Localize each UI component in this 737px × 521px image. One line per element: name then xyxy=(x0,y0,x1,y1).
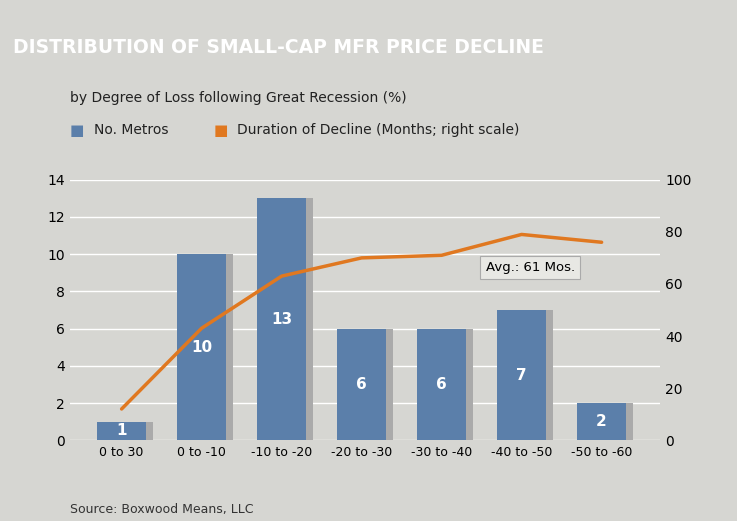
Text: Duration of Decline (Months; right scale): Duration of Decline (Months; right scale… xyxy=(237,123,520,137)
Bar xyxy=(583,403,633,440)
Bar xyxy=(256,199,307,440)
Text: Avg.: 61 Mos.: Avg.: 61 Mos. xyxy=(486,261,575,274)
Bar xyxy=(337,329,386,440)
Text: ■: ■ xyxy=(214,123,228,138)
Text: 7: 7 xyxy=(517,368,527,382)
Text: 10: 10 xyxy=(191,340,212,355)
Bar xyxy=(577,403,626,440)
Text: DISTRIBUTION OF SMALL-CAP MFR PRICE DECLINE: DISTRIBUTION OF SMALL-CAP MFR PRICE DECL… xyxy=(13,38,544,57)
Text: Source: Boxwood Means, LLC: Source: Boxwood Means, LLC xyxy=(70,503,254,516)
Bar xyxy=(177,254,226,440)
Text: No. Metros: No. Metros xyxy=(94,123,168,137)
Bar xyxy=(497,310,546,440)
Text: 6: 6 xyxy=(436,377,447,392)
Bar xyxy=(97,421,147,440)
Bar xyxy=(417,329,467,440)
Text: by Degree of Loss following Great Recession (%): by Degree of Loss following Great Recess… xyxy=(70,91,407,105)
Text: ■: ■ xyxy=(70,123,85,138)
Text: 6: 6 xyxy=(356,377,367,392)
Text: 2: 2 xyxy=(596,414,607,429)
Bar xyxy=(423,329,473,440)
Bar xyxy=(103,421,153,440)
Bar xyxy=(503,310,553,440)
Bar xyxy=(263,199,312,440)
Text: 13: 13 xyxy=(271,312,292,327)
Text: 1: 1 xyxy=(116,424,127,439)
Bar xyxy=(343,329,393,440)
Bar xyxy=(184,254,233,440)
